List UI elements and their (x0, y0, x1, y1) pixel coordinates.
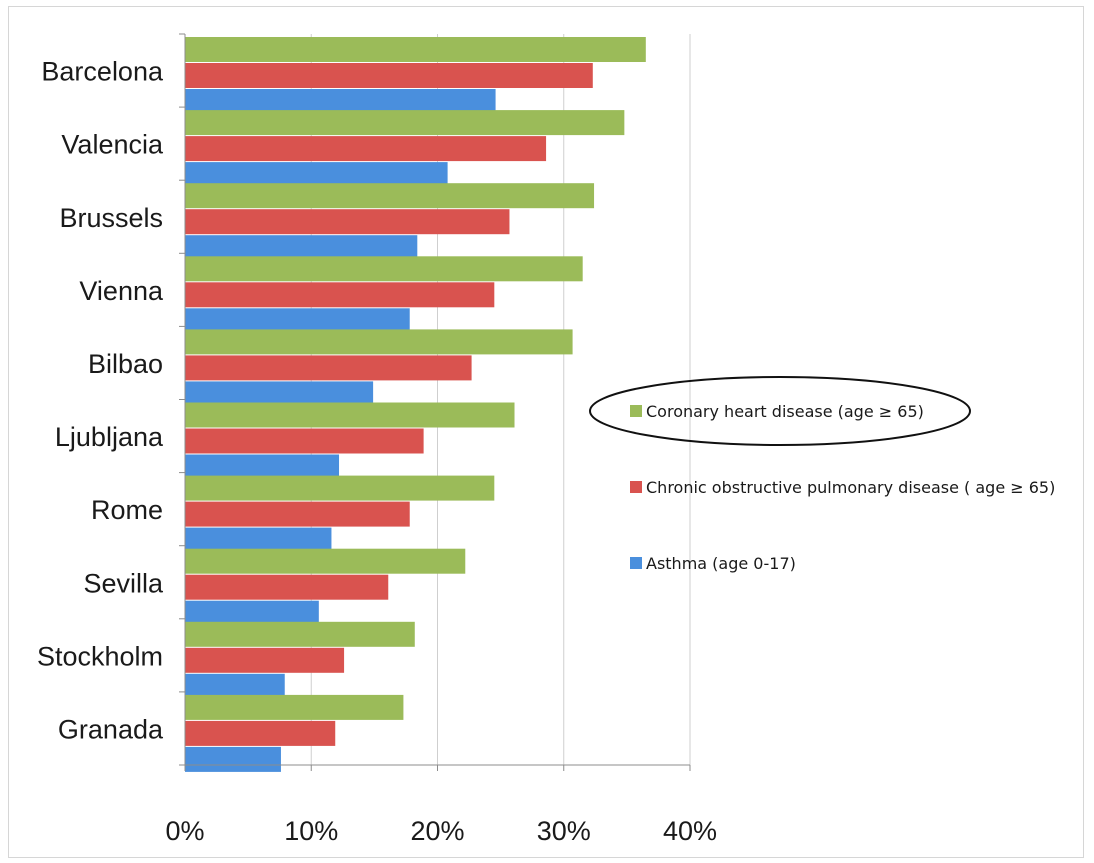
bar-rome-series-2 (185, 527, 332, 553)
bar-barcelona-series-0 (185, 37, 646, 62)
bar-sevilla-series-0 (185, 548, 466, 574)
bar-bilbao-series-1 (185, 355, 472, 381)
legend-swatch-0 (630, 405, 642, 417)
bar-valencia-series-2 (185, 162, 448, 188)
bar-sevilla-series-1 (185, 574, 389, 600)
bars (185, 37, 646, 772)
bar-stockholm-series-1 (185, 647, 345, 673)
legend-label-0: Coronary heart disease (age ≥ 65) (646, 402, 924, 421)
bar-vienna-series-0 (185, 256, 583, 282)
bar-ljubljana-series-2 (185, 454, 340, 480)
category-label-granada: Granada (58, 714, 164, 744)
category-label-sevilla: Sevilla (83, 568, 164, 598)
bar-barcelona-series-1 (185, 63, 593, 88)
legend-swatch-2 (630, 557, 642, 569)
axes (179, 33, 691, 771)
bar-vienna-series-1 (185, 282, 495, 308)
bar-ljubljana-series-1 (185, 428, 424, 454)
bar-bilbao-series-0 (185, 329, 573, 355)
category-label-brussels: Brussels (59, 203, 163, 233)
bar-stockholm-series-0 (185, 621, 415, 647)
x-tick-label-30: 30% (537, 816, 591, 846)
x-tick-labels: 0% 10% 20% 30% 40% (165, 816, 717, 846)
bar-rome-series-1 (185, 501, 410, 527)
legend-label-2: Asthma (age 0-17) (646, 554, 796, 573)
category-labels: Barcelona Valencia Brussels Vienna Bilbao Lju… (37, 57, 164, 745)
bar-rome-series-0 (185, 475, 495, 501)
bar-brussels-series-2 (185, 235, 418, 261)
category-label-stockholm: Stockholm (37, 641, 163, 671)
bar-valencia-series-1 (185, 136, 547, 162)
bar-vienna-series-2 (185, 308, 410, 334)
bar-bilbao-series-2 (185, 381, 374, 407)
category-label-bilbao: Bilbao (88, 349, 163, 379)
category-label-ljubljana: Ljubljana (55, 422, 164, 452)
bar-granada-series-1 (185, 720, 336, 746)
category-label-rome: Rome (91, 495, 163, 525)
x-tick-label-0: 0% (165, 816, 204, 846)
legend-swatch-1 (630, 481, 642, 493)
legend-label-1: Chronic obstructive pulmonary disease ( … (646, 478, 1055, 497)
x-tick-label-40: 40% (663, 816, 717, 846)
category-label-barcelona: Barcelona (41, 57, 164, 87)
bar-sevilla-series-2 (185, 600, 319, 626)
legend-highlight-ellipse (589, 376, 971, 446)
bar-barcelona-series-2 (185, 89, 496, 114)
bar-granada-series-2 (185, 746, 281, 772)
category-label-vienna: Vienna (79, 276, 164, 306)
bar-valencia-series-0 (185, 110, 625, 136)
bar-ljubljana-series-0 (185, 402, 515, 428)
x-tick-label-20: 20% (410, 816, 464, 846)
legend: Coronary heart disease (age ≥ 65) Chronic… (589, 376, 1055, 573)
x-tick-label-10: 10% (284, 816, 338, 846)
bar-stockholm-series-2 (185, 673, 285, 699)
category-label-valencia: Valencia (61, 130, 164, 160)
bar-granada-series-0 (185, 694, 404, 720)
bar-brussels-series-0 (185, 183, 595, 209)
bar-brussels-series-1 (185, 209, 510, 235)
